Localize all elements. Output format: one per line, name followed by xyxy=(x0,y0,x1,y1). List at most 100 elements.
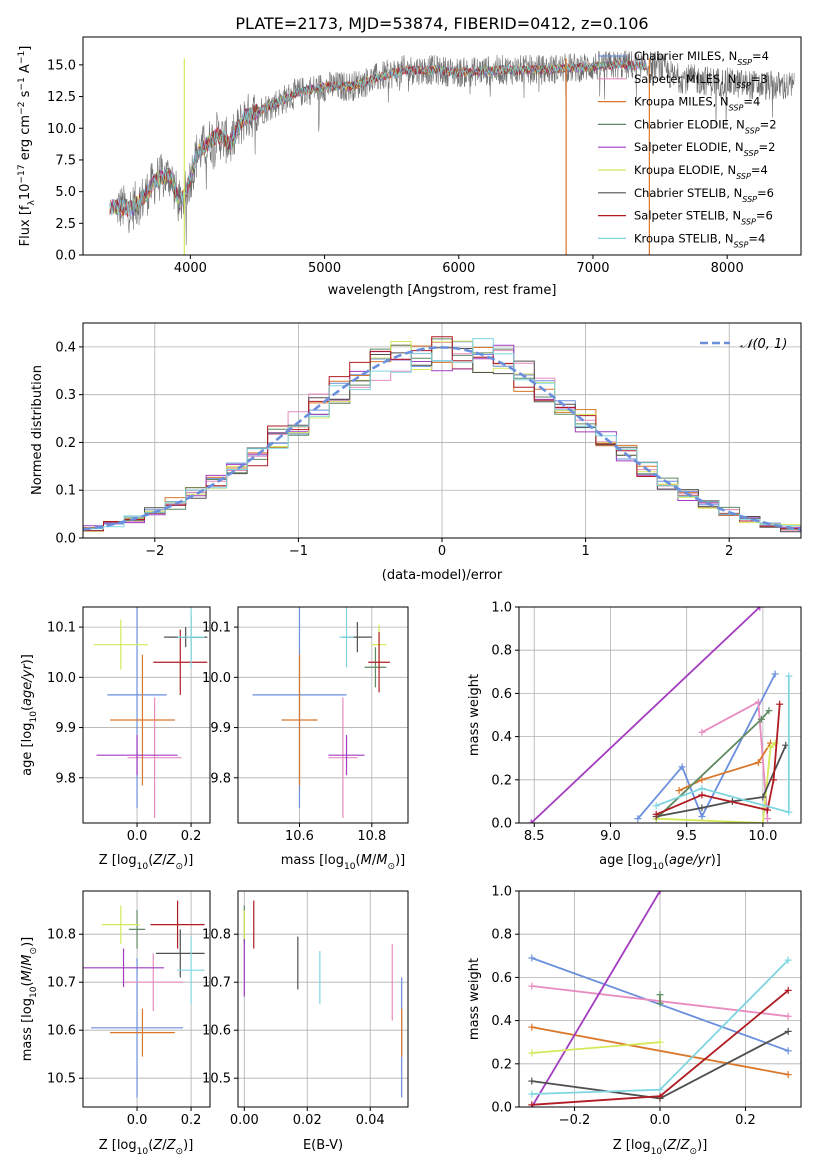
y-tick-label: 0.2 xyxy=(55,436,76,451)
weight-series-kroupa-stelib xyxy=(652,672,793,816)
normal-distribution-curve xyxy=(83,346,801,531)
y-tick-label: 10.1 xyxy=(47,621,76,636)
legend-label-kroupa-miles: Kroupa MILES, NSSP=4 xyxy=(634,95,760,113)
errorbar-salpeter-miles xyxy=(127,697,182,818)
age-vs-mass-x-axis-label: mass [log10(M/M⊙)] xyxy=(281,853,405,872)
y-tick-label: 0.4 xyxy=(491,730,512,745)
y-tick-label: 10.0 xyxy=(202,671,231,686)
y-tick-label: 0.0 xyxy=(491,817,512,832)
y-tick-label: 1.0 xyxy=(491,885,512,900)
y-tick-label: 2.5 xyxy=(55,217,76,232)
age_vs_Z-plot-area xyxy=(93,607,208,818)
spectrum-frame xyxy=(82,36,802,256)
errorbar-kroupa-elodie xyxy=(101,905,140,944)
weight-vs-z-x-axis-label: Z [log10(Z/Z⊙)] xyxy=(613,1138,708,1157)
y-tick-label: 9.8 xyxy=(210,771,231,786)
errorbar-salpeter-elodie xyxy=(96,735,178,776)
mass_vs_Z-axes: 0.0 0.2 10.5 10.6 10.7 10.8 xyxy=(47,890,211,1128)
weight_vs_age-plot-area xyxy=(527,607,793,823)
x-tick-label: 0.0 xyxy=(650,1113,671,1128)
y-tick-label: 0.2 xyxy=(491,1057,512,1072)
x-tick-label: 0.00 xyxy=(230,1113,259,1128)
x-tick-label: −2 xyxy=(145,544,164,559)
residuals-legend: 𝒩(0, 1) xyxy=(700,337,787,352)
residuals-y-axis-label: Normed distribution xyxy=(30,365,45,495)
errorbar-kroupa-elodie xyxy=(93,619,148,670)
x-tick-label: 10.6 xyxy=(285,829,314,844)
weight-vs-z-y-axis-label: mass weight xyxy=(467,958,482,1040)
x-tick-label: 0.2 xyxy=(735,1113,756,1128)
errorbar-salpeter-stelib xyxy=(153,629,208,695)
errorbar-kroupa-miles xyxy=(110,1008,175,1057)
y-tick-label: 0.3 xyxy=(55,388,76,403)
legend-label-kroupa-stelib: Kroupa STELIB, NSSP=4 xyxy=(634,231,765,249)
errorbar-salpeter-stelib xyxy=(368,632,390,693)
errorbar-chabrier-miles xyxy=(91,958,183,1098)
y-tick-label: 9.9 xyxy=(55,721,76,736)
x-tick-label: 0 xyxy=(438,544,446,559)
x-tick-label: 0.2 xyxy=(181,829,202,844)
y-tick-label: 10.8 xyxy=(47,928,76,943)
age_vs_Z-frame xyxy=(82,606,211,824)
age_vs_mass-axes: 10.6 10.8 9.8 9.9 10.0 10.1 xyxy=(202,606,409,844)
mass_vs_ebv-plot-area xyxy=(243,900,403,1098)
y-tick-label: 10.6 xyxy=(202,1024,231,1039)
residuals-axes: −2 −1 0 1 2 0.0 0.1 0.2 0.3 0.4 xyxy=(55,322,802,559)
mass_vs_Z-frame xyxy=(82,890,211,1108)
mass_vs_Z-plot-area xyxy=(83,900,205,1098)
model-spectrum-kroupa-stelib xyxy=(109,60,647,217)
weight-vs-age-x-axis-label: age [log10(age/yr)] xyxy=(599,853,721,872)
x-tick-label: 6000 xyxy=(442,261,475,276)
y-tick-label: 9.8 xyxy=(55,771,76,786)
y-tick-label: 10.7 xyxy=(202,976,231,991)
legend-label-salpeter-elodie: Salpeter ELODIE, NSSP=2 xyxy=(634,140,775,158)
y-tick-label: 10.6 xyxy=(47,1024,76,1039)
y-tick-label: 10.5 xyxy=(202,1072,231,1087)
weight-series-kroupa-elodie xyxy=(528,1038,664,1057)
mass-vs-ebv-x-axis-label: E(B-V) xyxy=(303,1138,343,1153)
weight_vs_age-axes: 8.5 9.0 9.5 10.0 0.0 0.2 0.4 0.6 0.8 1.0 xyxy=(491,601,802,844)
errorbar-salpeter-stelib xyxy=(150,900,205,949)
errorbar-chabrier-elodie xyxy=(364,647,387,688)
x-tick-label: 9.0 xyxy=(600,829,621,844)
spectrum-legend: Chabrier MILES, NSSP=4 Salpeter MILES, NS… xyxy=(598,49,777,249)
y-tick-label: 12.5 xyxy=(47,90,76,105)
errorbar-chabrier-elodie xyxy=(128,910,146,949)
x-tick-label: 0.2 xyxy=(181,1113,202,1128)
weight_vs_Z-axes: −0.2 0.0 0.2 0.0 0.2 0.4 0.6 0.8 1.0 xyxy=(491,885,802,1128)
x-tick-label: −1 xyxy=(289,544,308,559)
y-tick-label: 0.1 xyxy=(55,484,76,499)
y-tick-label: 9.9 xyxy=(210,721,231,736)
legend-label-salpeter-miles: Salpeter MILES, NSSP=3 xyxy=(634,72,768,90)
legend-label-chabrier-stelib: Chabrier STELIB, NSSP=6 xyxy=(634,186,774,204)
residuals-x-axis-label: (data-model)/error xyxy=(382,568,503,583)
y-tick-label: 10.7 xyxy=(47,976,76,991)
errorbar-salpeter-elodie xyxy=(83,948,165,987)
errorbar-chabrier-stelib xyxy=(155,929,205,978)
age-vs-z-y-axis-label: age [log10(age/yr)] xyxy=(20,654,39,776)
y-tick-label: 10.0 xyxy=(47,671,76,686)
weight-series-chabrier-elodie xyxy=(656,991,664,1007)
x-tick-label: −0.2 xyxy=(559,1113,591,1128)
y-tick-label: 1.0 xyxy=(491,601,512,616)
y-tick-label: 0.2 xyxy=(491,773,512,788)
y-tick-label: 5.0 xyxy=(55,185,76,200)
legend-label-chabrier-elodie: Chabrier ELODIE, NSSP=2 xyxy=(634,117,777,135)
errorbar-kroupa-stelib xyxy=(177,936,205,1004)
y-tick-label: 0.8 xyxy=(491,928,512,943)
x-tick-label: 10.8 xyxy=(357,829,386,844)
age_vs_mass-plot-area xyxy=(252,607,390,818)
weight-series-kroupa-stelib xyxy=(528,956,792,1098)
x-tick-label: 9.5 xyxy=(676,829,697,844)
y-tick-label: 0.0 xyxy=(55,249,76,264)
errorbar-kroupa-miles xyxy=(281,654,318,786)
x-tick-label: 0.02 xyxy=(293,1113,322,1128)
errorbar-kroupa-miles xyxy=(110,654,175,786)
x-tick-label: 0.0 xyxy=(127,829,148,844)
mass-vs-z-x-axis-label: Z [log10(Z/Z⊙)] xyxy=(99,1138,194,1157)
y-tick-label: 0.0 xyxy=(55,532,76,547)
y-tick-label: 7.5 xyxy=(55,153,76,168)
spectrum-y-axis-label: Flux [fλ10−17 erg cm−2 s−1 A−1] xyxy=(17,46,37,247)
figure-title: PLATE=2173, MJD=53874, FIBERID=0412, z=0… xyxy=(235,14,648,33)
